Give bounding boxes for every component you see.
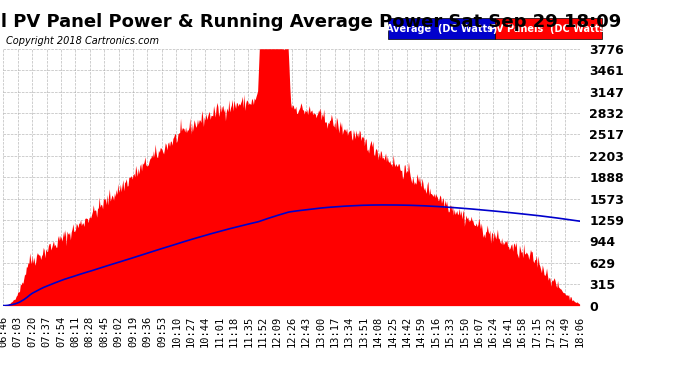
FancyBboxPatch shape (388, 18, 495, 39)
Text: Copyright 2018 Cartronics.com: Copyright 2018 Cartronics.com (6, 36, 159, 46)
Text: Average  (DC Watts): Average (DC Watts) (386, 24, 497, 33)
Text: Total PV Panel Power & Running Average Power Sat Sep 29 18:09: Total PV Panel Power & Running Average P… (0, 13, 622, 31)
Text: PV Panels  (DC Watts): PV Panels (DC Watts) (489, 24, 609, 33)
FancyBboxPatch shape (495, 18, 602, 39)
